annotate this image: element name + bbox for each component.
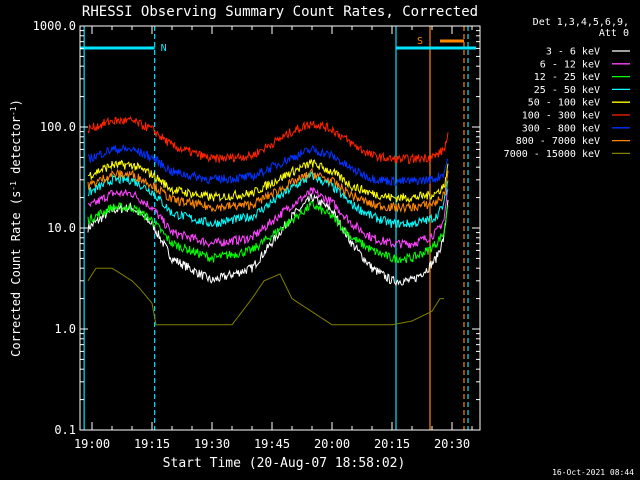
series-line-5	[87, 159, 449, 203]
x-tick-label: 19:45	[254, 437, 290, 451]
chart-title: RHESSI Observing Summary Count Rates, Co…	[82, 4, 478, 20]
legend-entry-label: 50 - 100 keV	[528, 98, 600, 109]
plot-area: NS	[80, 26, 476, 430]
legend-header-line: Det 1,3,4,5,6,9,	[533, 17, 629, 28]
x-tick-label: 20:00	[314, 437, 350, 451]
legend-entry-label: 100 - 300 keV	[522, 111, 600, 122]
series-line-3	[87, 200, 449, 264]
series-line-1	[87, 192, 449, 287]
legend-entry-label: 7000 - 15000 keV	[504, 149, 600, 160]
legend-entry-label: 3 - 6 keV	[546, 47, 600, 58]
night-marker-label: N	[161, 43, 167, 54]
x-tick-label: 19:30	[194, 437, 230, 451]
legend-entry-label: 800 - 7000 keV	[516, 136, 600, 147]
timestamp: 16-Oct-2021 08:44	[552, 468, 634, 477]
y-tick-label: 10.0	[47, 221, 76, 235]
legend-entry-label: 12 - 25 keV	[534, 72, 600, 83]
legend-entry-label: 25 - 50 keV	[534, 85, 600, 96]
y-tick-label: 1.0	[54, 322, 76, 336]
y-tick-label: 100.0	[40, 120, 76, 134]
y-axis-label: Corrected Count Rate (s-1 detector-1)	[9, 99, 23, 357]
series-line-9	[87, 267, 444, 326]
series-line-2	[87, 186, 449, 249]
x-tick-label: 19:00	[74, 437, 110, 451]
axes: 0.1 1.0 10.0 100.0 1000.0 19:00 19:15 19:30 19:4…	[33, 19, 481, 451]
x-tick-label: 20:15	[374, 437, 410, 451]
x-axis-label: Start Time (20-Aug-07 18:58:02)	[163, 456, 406, 471]
series-line-4	[87, 170, 449, 229]
x-tick-label: 19:15	[134, 437, 170, 451]
legend-header-line: Att 0	[599, 28, 629, 39]
saa-marker-label: S	[417, 36, 423, 47]
series-line-7	[87, 143, 448, 186]
y-tick-label: 0.1	[54, 423, 76, 437]
series-line-6	[87, 115, 449, 165]
legend-entry-label: 300 - 800 keV	[522, 123, 600, 134]
y-tick-label: 1000.0	[33, 19, 76, 33]
series-line-8	[87, 167, 449, 214]
x-tick-label: 20:30	[434, 437, 470, 451]
legend-entry-label: 6 - 12 keV	[540, 59, 600, 70]
